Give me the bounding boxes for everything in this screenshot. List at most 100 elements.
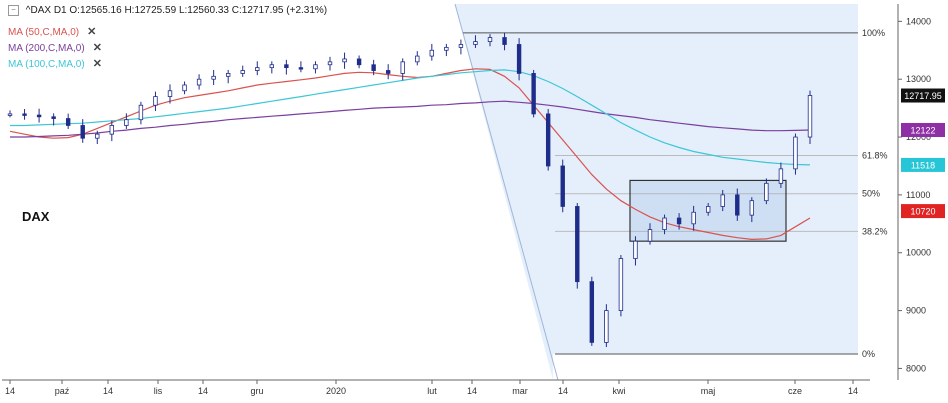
price-tag-box-0 [901, 88, 945, 103]
low-value: L:12560.33 [178, 5, 229, 17]
instrument-label: DAX [22, 209, 50, 224]
candle-body-21 [313, 64, 318, 70]
collapse-icon[interactable]: − [8, 5, 19, 16]
indicator-ma100: MA (100,C,MA,0) ✕ [8, 57, 102, 70]
price-tick-label-1: 9000 [906, 306, 926, 316]
candle-body-31 [458, 44, 464, 48]
price-tag-box-2 [901, 157, 945, 172]
remove-ma100-close-icon[interactable]: ✕ [92, 58, 102, 70]
fibonacci-trend-line [454, 3, 559, 381]
price-tag-label-3: 10720 [910, 207, 935, 217]
price-tick-label-6: 14000 [906, 16, 931, 26]
candle-body-55 [807, 95, 813, 138]
open-value: O:12565.16 [69, 5, 122, 17]
time-tick-label-4: 14 [198, 386, 208, 396]
price-tick-label-3: 11000 [906, 190, 930, 200]
remove-ma50-close-icon[interactable]: ✕ [87, 26, 97, 38]
time-tick-label-13: cze [788, 386, 802, 396]
high-value: H:12725.59 [124, 5, 177, 17]
fib-level-label-4: 0% [862, 349, 875, 359]
time-tick-label-2: 14 [103, 386, 113, 396]
time-tick-label-10: 14 [558, 386, 568, 396]
fib-level-label-1: 61.8% [862, 151, 888, 161]
indicator-ma50: MA (50,C,MA,0) ✕ [8, 25, 96, 38]
candlesticks [7, 32, 813, 348]
price-tags: 12717.95 12122 11518 10720 [901, 88, 945, 219]
candle-body-42 [618, 258, 624, 311]
candle-body-52 [764, 182, 769, 202]
price-tag-box-3 [901, 204, 945, 219]
candle-body-39 [575, 206, 580, 283]
candle-body-33 [487, 37, 493, 43]
fib-level-label-3: 38.2% [862, 226, 888, 236]
candle-body-11 [167, 90, 173, 97]
time-tick-label-7: lut [427, 386, 437, 396]
candle-body-13 [196, 78, 202, 86]
indicator-ma50-label: MA (50,C,MA,0) [8, 27, 80, 38]
candle-body-16 [240, 70, 245, 74]
candle-body-45 [662, 217, 667, 230]
price-tag-box-1 [901, 122, 945, 137]
candle-body-8 [124, 119, 129, 126]
candle-body-53 [778, 168, 784, 184]
close-value: C:12717.95 [231, 5, 284, 17]
candle-body-47 [691, 211, 696, 225]
candle-body-10 [153, 96, 158, 106]
candle-body-27 [400, 61, 405, 74]
time-tick-label-5: gru [250, 386, 263, 396]
time-tick-label-0: 14 [5, 386, 15, 396]
candle-body-36 [531, 73, 536, 115]
candle-body-22 [327, 61, 333, 66]
time-tick-label-9: mar [512, 386, 528, 396]
fib-level-label-2: 50% [862, 189, 880, 199]
price-tick-label-5: 13000 [906, 74, 931, 84]
ma50-line [9, 68, 811, 241]
price-tag-label-1: 12122 [910, 125, 935, 135]
price-tag-label-0: 12717.95 [904, 91, 942, 101]
candle-body-24 [356, 58, 362, 66]
candle-body-2 [36, 114, 42, 118]
candle-body-1 [22, 113, 27, 116]
indicator-ma200: MA (200,C,MA,0) ✕ [8, 41, 102, 54]
time-tick-label-14: 14 [848, 386, 858, 396]
candle-body-28 [415, 55, 420, 63]
time-tick-label-1: paź [55, 386, 70, 396]
price-tag-label-2: 11518 [911, 160, 935, 170]
candle-body-44 [647, 229, 653, 242]
candle-body-51 [749, 200, 755, 216]
time-tick-label-6: 2020 [326, 386, 346, 396]
candle-body-5 [80, 125, 85, 139]
candle-body-23 [342, 58, 347, 63]
candle-body-19 [284, 64, 289, 69]
candle-body-32 [473, 41, 478, 45]
candle-body-29 [429, 49, 435, 57]
candle-body-3 [51, 116, 56, 119]
fibonacci-overlay: 100% 61.8% 50% 38.2% 0% [454, 3, 888, 381]
price-tick-label-0: 8000 [906, 363, 926, 373]
candle-body-6 [95, 133, 100, 139]
candle-body-54 [793, 136, 798, 170]
symbol-timeframe: ^DAX D1 [25, 5, 67, 17]
candle-body-30 [444, 46, 449, 51]
candle-body-12 [182, 84, 187, 92]
candle-body-35 [516, 44, 522, 74]
candle-body-17 [255, 67, 260, 71]
candle-body-14 [211, 75, 216, 80]
candle-body-18 [269, 64, 275, 69]
candle-body-43 [633, 240, 638, 259]
price-tick-label-4: 12000 [906, 132, 931, 142]
ma200-line [10, 100, 811, 138]
moving-averages [9, 68, 811, 241]
time-tick-label-3: lis [154, 386, 163, 396]
candle-body-50 [735, 194, 740, 216]
candle-body-34 [502, 37, 507, 45]
time-tick-label-12: maj [701, 386, 716, 396]
candle-body-48 [705, 206, 711, 213]
remove-ma200-close-icon[interactable]: ✕ [92, 42, 102, 54]
ohlc-header: − ^DAX D1 O:12565.16 H:12725.59 L:12560.… [8, 5, 327, 16]
candle-body-4 [65, 118, 71, 126]
ma100-line [10, 69, 811, 166]
candle-body-20 [298, 67, 304, 70]
change-value: (+2.31%) [286, 5, 328, 17]
